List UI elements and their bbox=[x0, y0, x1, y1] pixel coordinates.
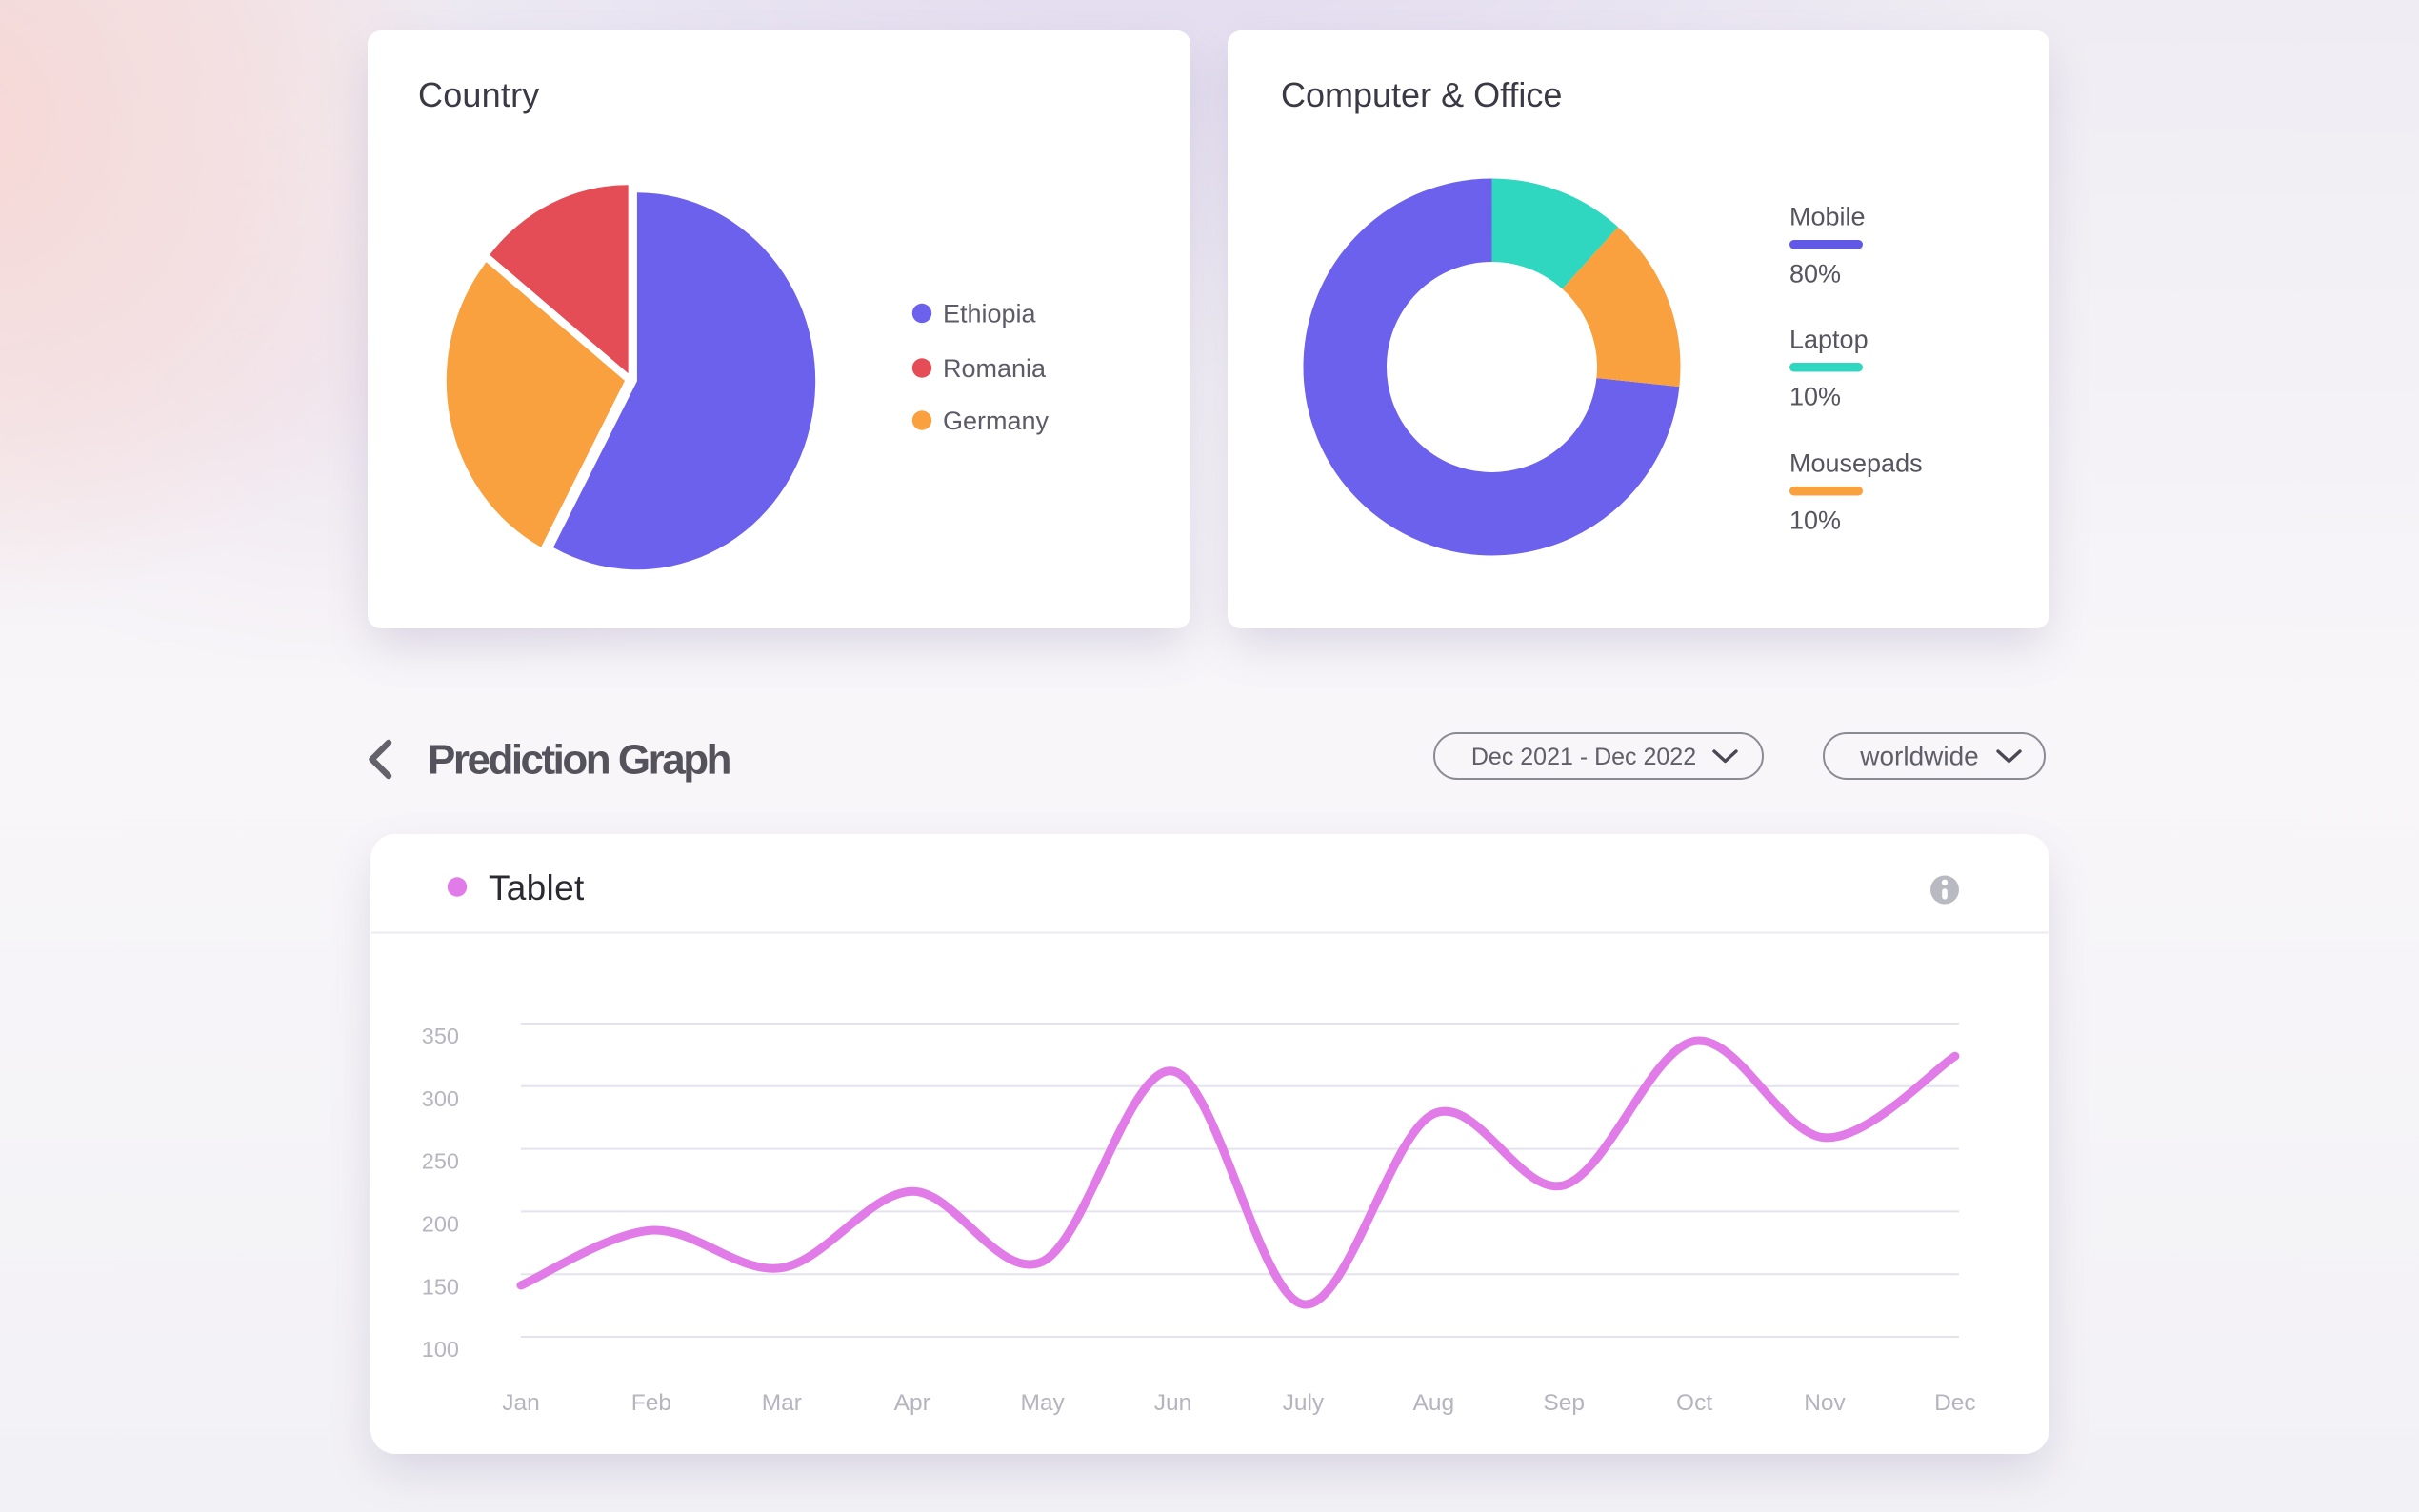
svg-text:250: 250 bbox=[422, 1149, 459, 1174]
svg-text:Oct: Oct bbox=[1676, 1390, 1712, 1416]
svg-text:Apr: Apr bbox=[894, 1390, 930, 1416]
svg-text:Feb: Feb bbox=[631, 1390, 671, 1416]
svg-text:150: 150 bbox=[422, 1274, 459, 1299]
svg-text:Mousepads: Mousepads bbox=[1789, 449, 1923, 478]
svg-text:100: 100 bbox=[422, 1337, 459, 1362]
svg-text:Tablet: Tablet bbox=[489, 868, 585, 907]
svg-text:Jan: Jan bbox=[502, 1390, 540, 1416]
svg-text:Nov: Nov bbox=[1804, 1390, 1846, 1416]
svg-text:Jun: Jun bbox=[1154, 1390, 1192, 1416]
svg-text:Mobile: Mobile bbox=[1789, 203, 1866, 231]
svg-text:Germany: Germany bbox=[943, 407, 1050, 435]
svg-text:Romania: Romania bbox=[943, 354, 1047, 383]
svg-text:Mar: Mar bbox=[762, 1390, 802, 1416]
svg-text:10%: 10% bbox=[1789, 507, 1841, 535]
svg-text:200: 200 bbox=[422, 1212, 459, 1237]
svg-text:worldwide: worldwide bbox=[1859, 742, 1979, 771]
svg-text:Laptop: Laptop bbox=[1789, 326, 1869, 354]
svg-text:300: 300 bbox=[422, 1086, 459, 1111]
svg-text:350: 350 bbox=[422, 1024, 459, 1048]
svg-text:July: July bbox=[1283, 1390, 1325, 1416]
svg-text:80%: 80% bbox=[1789, 260, 1841, 288]
svg-text:Dec 2021 - Dec 2022: Dec 2021 - Dec 2022 bbox=[1471, 744, 1696, 770]
svg-text:10%: 10% bbox=[1789, 383, 1841, 411]
svg-text:Prediction Graph: Prediction Graph bbox=[428, 737, 730, 784]
svg-text:Ethiopia: Ethiopia bbox=[943, 299, 1037, 328]
svg-text:Aug: Aug bbox=[1413, 1390, 1455, 1416]
svg-text:Country: Country bbox=[418, 75, 539, 114]
svg-text:Computer & Office: Computer & Office bbox=[1281, 75, 1562, 114]
svg-text:Dec: Dec bbox=[1934, 1390, 1976, 1416]
svg-text:Sep: Sep bbox=[1543, 1390, 1585, 1416]
svg-text:May: May bbox=[1020, 1390, 1065, 1416]
